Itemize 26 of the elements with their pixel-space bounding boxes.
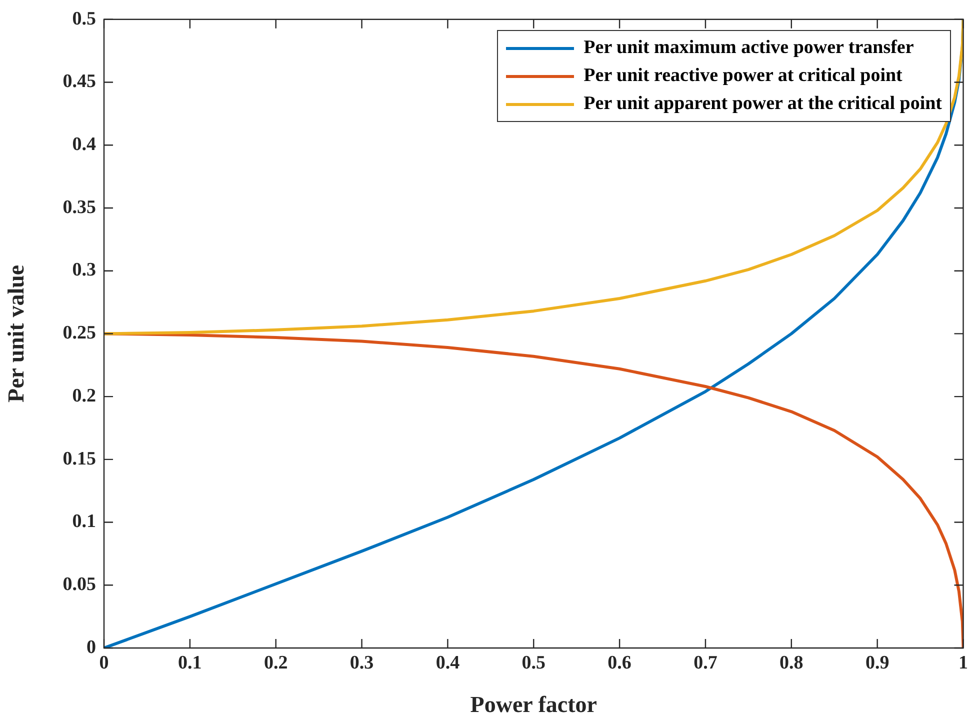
y-tick-label: 0.1 (72, 511, 96, 532)
y-tick-label: 0.25 (62, 322, 96, 344)
y-tick-label: 0.4 (72, 134, 96, 156)
x-tick-label: 0.7 (694, 652, 718, 674)
x-tick-label: 0.4 (436, 652, 460, 674)
y-tick-label: 0.15 (62, 448, 96, 470)
y-tick-label: 0.3 (72, 260, 96, 281)
x-tick-label: 0.8 (780, 652, 804, 674)
legend-label: Per unit reactive power at critical point (584, 64, 902, 88)
legend-label: Per unit apparent power at the critical point (584, 92, 942, 116)
x-tick-label: 0.2 (264, 652, 288, 674)
x-tick-label: 0.9 (865, 652, 890, 674)
y-tick-label: 0.2 (72, 385, 96, 406)
x-tick-label: 0.3 (350, 652, 374, 674)
y-tick-label: 0 (86, 636, 96, 658)
x-axis-title: Power factor (470, 692, 597, 718)
y-tick-label: 0.05 (62, 574, 96, 596)
x-tick-label: 0.1 (178, 652, 202, 674)
x-tick-label: 1 (958, 652, 968, 674)
y-tick-label: 0.5 (72, 8, 96, 30)
legend-label: Per unit maximum active power transfer (584, 36, 914, 60)
y-tick-label: 0.45 (62, 71, 96, 92)
x-tick-label: 0.5 (522, 652, 546, 674)
x-tick-label: 0.6 (608, 652, 632, 674)
y-axis-title: Per unit value (4, 264, 29, 402)
y-tick-label: 0.35 (62, 196, 96, 218)
